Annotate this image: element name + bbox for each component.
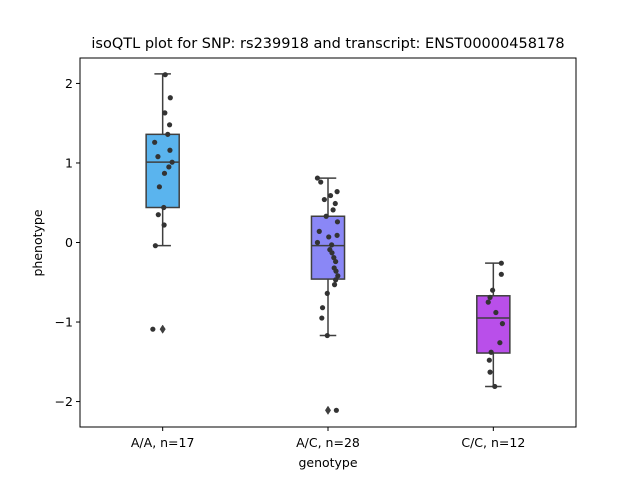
data-point [323, 213, 329, 219]
box-group [145, 72, 180, 334]
data-point [487, 294, 493, 300]
y-tick-label: −1 [55, 315, 73, 330]
box-group [310, 175, 346, 415]
x-tick-label: C/C, n=12 [461, 435, 525, 450]
data-point [150, 326, 156, 332]
data-point [330, 207, 336, 213]
x-tick-label: A/A, n=17 [131, 435, 195, 450]
data-point [152, 243, 158, 249]
data-point [333, 277, 339, 283]
data-point [165, 131, 171, 137]
data-point [324, 290, 330, 296]
outlier-marker [159, 324, 166, 334]
data-point [490, 287, 496, 293]
data-point [319, 305, 326, 311]
data-point [156, 184, 162, 190]
box-iqr [476, 295, 511, 354]
plot-area [145, 72, 511, 415]
data-point [331, 255, 337, 261]
data-point [319, 315, 325, 321]
data-point [152, 139, 158, 145]
data-point [488, 349, 494, 355]
box-group [476, 260, 511, 390]
data-point [485, 299, 491, 305]
data-point [486, 357, 492, 363]
data-point [321, 196, 327, 203]
data-point [333, 258, 339, 265]
data-point [161, 204, 167, 211]
data-point [327, 192, 334, 199]
x-tick-label: A/C, n=28 [296, 435, 360, 450]
data-point [166, 164, 172, 170]
y-axis-label: phenotype [30, 209, 45, 276]
data-point [329, 242, 335, 248]
data-point [333, 407, 339, 413]
data-point [155, 154, 161, 160]
y-tick-label: 2 [65, 76, 73, 91]
data-point [498, 260, 504, 266]
data-point [499, 321, 506, 327]
data-point [316, 228, 322, 234]
data-point [334, 232, 340, 238]
data-point [498, 271, 504, 277]
data-point [314, 175, 321, 181]
data-point [334, 219, 341, 225]
data-point [314, 239, 321, 246]
y-tick-label: 1 [65, 155, 73, 170]
data-point [492, 383, 498, 390]
data-point [326, 234, 332, 240]
x-axis-label: genotype [298, 455, 357, 470]
data-point [335, 273, 341, 279]
data-point [162, 72, 168, 78]
axes: −2 −1 0 1 2 A/A, n=17 A/C, n=28 C/C, n=12 [55, 76, 526, 450]
data-point [155, 212, 161, 218]
box-iqr [145, 133, 180, 209]
data-point [161, 222, 167, 228]
box-iqr [310, 215, 346, 280]
data-point [333, 268, 339, 274]
data-point [161, 170, 168, 176]
chart-title: isoQTL plot for SNP: rs239918 and transc… [91, 36, 564, 52]
data-point [493, 309, 499, 316]
y-tick-label: 0 [65, 235, 73, 250]
data-point [167, 95, 173, 101]
data-point [318, 179, 324, 185]
data-point [167, 147, 173, 153]
data-point [331, 282, 338, 288]
y-tick-label: −2 [55, 394, 73, 409]
data-point [329, 250, 335, 256]
data-point [497, 340, 503, 346]
data-point [162, 110, 168, 116]
outlier-marker [324, 405, 332, 415]
data-point [487, 369, 493, 375]
data-point [334, 189, 340, 195]
data-point [324, 332, 330, 339]
data-point [332, 200, 338, 207]
data-point [169, 159, 175, 165]
data-point [166, 122, 173, 128]
